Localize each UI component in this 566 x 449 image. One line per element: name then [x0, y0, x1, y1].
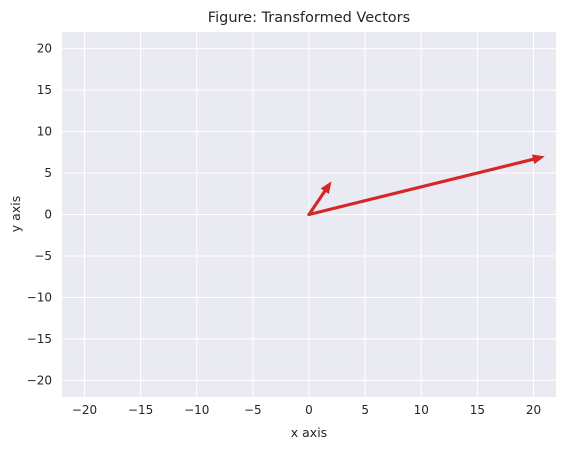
vector-arrowhead	[320, 181, 332, 195]
x-tick-label: −20	[72, 403, 97, 417]
y-axis-label: y axis	[8, 196, 23, 232]
y-tick-label: −20	[27, 373, 52, 387]
x-tick-label: 20	[526, 403, 541, 417]
y-tick-label: 0	[44, 208, 52, 222]
vector-shaft	[307, 157, 537, 217]
y-tick-label: 20	[37, 42, 52, 56]
x-tick-label: 0	[305, 403, 313, 417]
x-tick-label: −15	[128, 403, 153, 417]
y-tick-label: 15	[37, 83, 52, 97]
x-tick-label: −10	[184, 403, 209, 417]
y-tick-label: −15	[27, 332, 52, 346]
y-tick-label: −5	[34, 249, 52, 263]
x-tick-label: 10	[414, 403, 429, 417]
chart-title: Figure: Transformed Vectors	[208, 10, 410, 26]
y-tick-label: 10	[37, 125, 52, 139]
y-tick-labels: −20 −15 −10 −5 0 5 10 15 20	[27, 42, 52, 388]
x-tick-label: 5	[361, 403, 369, 417]
vectors	[307, 154, 545, 217]
x-tick-label: 15	[470, 403, 485, 417]
vector-arrowhead	[531, 154, 545, 165]
y-tick-label: 5	[44, 166, 52, 180]
vector-shaft	[307, 188, 328, 217]
x-tick-label: −5	[244, 403, 262, 417]
x-tick-labels: −20 −15 −10 −5 0 5 10 15 20	[72, 403, 541, 417]
y-tick-label: −10	[27, 290, 52, 304]
x-axis-label: x axis	[291, 425, 327, 440]
